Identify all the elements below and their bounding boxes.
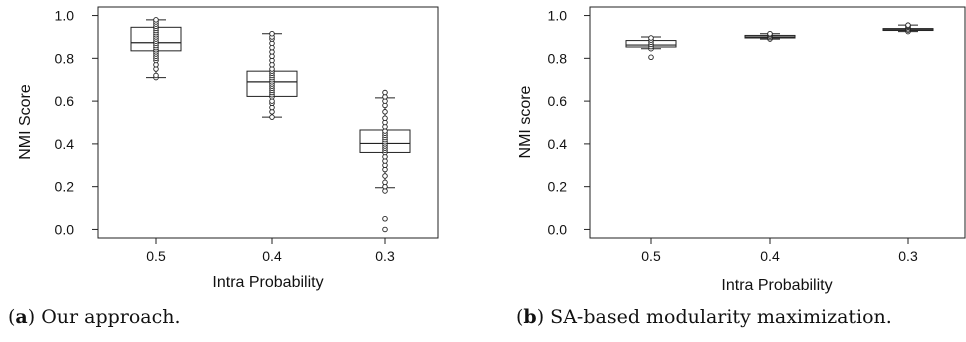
caption-a: (a) Our approach. — [8, 306, 181, 328]
data-point — [269, 30, 275, 37]
data-point — [269, 114, 275, 120]
data-point — [382, 109, 388, 115]
box-0.4 — [246, 30, 298, 120]
caption-b: (b) SA-based modularity maximization. — [516, 306, 892, 328]
x-tick-label: 0.3 — [898, 248, 918, 264]
caption-a-label: a — [15, 306, 28, 328]
y-tick-label: 1.0 — [55, 8, 75, 24]
x-axis-label: Intra Probability — [721, 277, 832, 294]
x-axis-label: Intra Probability — [212, 274, 323, 291]
data-point — [153, 72, 159, 79]
box-0.4 — [744, 30, 796, 42]
x-tick-label: 0.5 — [641, 248, 661, 264]
data-point — [382, 115, 388, 121]
x-tick-label: 0.5 — [146, 248, 166, 264]
y-tick-label: 0.6 — [548, 93, 568, 109]
y-axis-label: NMI score — [517, 85, 534, 158]
y-axis-label: NMI Score — [17, 84, 34, 160]
plot-frame — [589, 6, 966, 239]
y-tick-label: 0.2 — [55, 179, 75, 195]
y-tick-label: 0.4 — [548, 136, 568, 152]
data-point — [382, 215, 388, 222]
data-point — [382, 226, 388, 233]
panel-b: 0.0 0.2 0.4 0.6 0.8 1.0 0.5 0.4 0.3 Intra Probabi… — [517, 6, 966, 294]
box-0.3 — [882, 22, 934, 35]
caption-b-label: b — [523, 306, 537, 328]
box-0.5 — [130, 17, 182, 81]
data-point — [382, 179, 388, 186]
plot-frame — [97, 6, 439, 239]
y-tick-label: 0.6 — [55, 93, 75, 109]
panel-a: 0.0 0.2 0.4 0.6 0.8 1.0 0.5 0.4 0.3 Intra Probabi… — [17, 6, 439, 291]
caption-a-text: Our approach. — [41, 306, 181, 328]
figure-canvas: 0.0 0.2 0.4 0.6 0.8 1.0 0.5 0.4 0.3 Intra Probabi… — [17, 6, 966, 294]
data-point — [648, 54, 654, 61]
box-0.5 — [625, 35, 677, 61]
y-tick-label: 0.8 — [55, 50, 75, 66]
data-point — [382, 173, 388, 179]
y-tick-label: 0.2 — [548, 179, 568, 195]
caption-b-text: SA-based modularity maximization. — [550, 306, 892, 328]
x-tick-label: 0.4 — [760, 248, 780, 264]
y-tick-label: 0.8 — [548, 50, 568, 66]
data-point — [153, 17, 159, 23]
x-tick-label: 0.4 — [262, 248, 282, 264]
y-tick-label: 0.0 — [55, 221, 75, 237]
data-point — [648, 35, 654, 41]
data-point — [905, 22, 911, 28]
y-tick-label: 0.0 — [548, 221, 568, 237]
x-tick-label: 0.3 — [375, 248, 395, 264]
data-point — [382, 89, 388, 96]
data-point — [767, 30, 773, 37]
y-tick-label: 0.4 — [55, 136, 75, 152]
box-0.3 — [359, 89, 411, 233]
y-tick-label: 1.0 — [548, 8, 568, 24]
